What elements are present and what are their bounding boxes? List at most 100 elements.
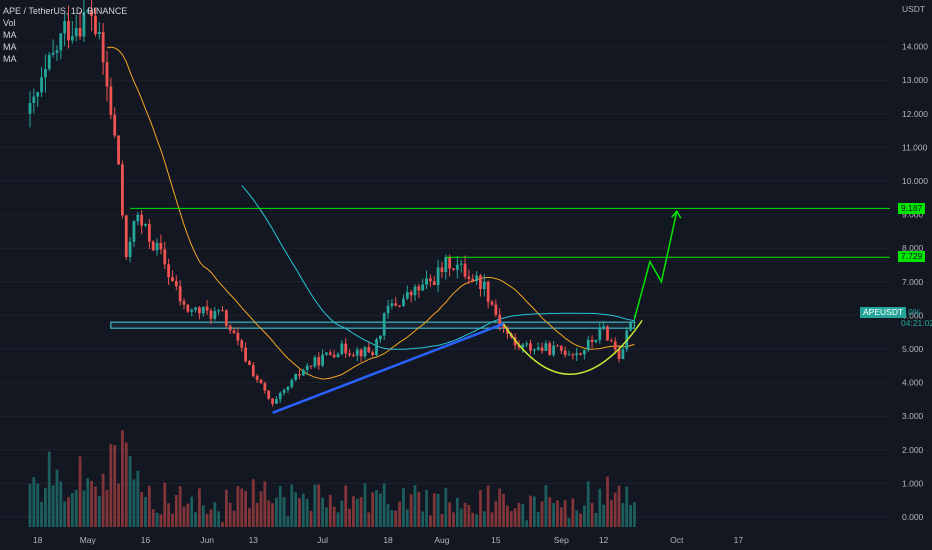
volume-bar bbox=[109, 444, 113, 527]
candle-body bbox=[132, 221, 136, 242]
candle-body bbox=[436, 267, 440, 286]
level-mid-tag: 7.729 bbox=[898, 251, 926, 262]
candle-body bbox=[313, 357, 317, 367]
countdown-tag: 04:21:02 bbox=[901, 318, 932, 328]
volume-bar bbox=[321, 497, 324, 527]
candle-body bbox=[552, 345, 555, 355]
candle-body bbox=[348, 353, 351, 356]
candle-body bbox=[271, 398, 274, 404]
volume-bar bbox=[486, 485, 490, 527]
volume-bar bbox=[425, 489, 428, 527]
candle-body bbox=[301, 369, 305, 376]
symbol-title[interactable]: APE / TetherUS, 1D, BINANCE bbox=[3, 6, 128, 16]
time-tick-label: 15 bbox=[491, 535, 501, 545]
volume-bar bbox=[544, 485, 548, 527]
candle-body bbox=[398, 305, 401, 307]
candle-body bbox=[124, 215, 128, 257]
volume-bar bbox=[606, 476, 609, 527]
volume-bar bbox=[305, 498, 309, 527]
volume-bar bbox=[563, 500, 567, 527]
volume-bar bbox=[444, 487, 448, 527]
volume-bar bbox=[586, 481, 590, 527]
volume-bar bbox=[144, 496, 147, 527]
volume-bar bbox=[371, 492, 375, 527]
candle-body bbox=[525, 343, 529, 345]
volume-bar bbox=[471, 512, 475, 527]
candle-body bbox=[382, 313, 386, 336]
candle-body bbox=[405, 291, 409, 299]
candle-body bbox=[305, 365, 309, 370]
candle-body bbox=[386, 305, 390, 314]
volume-bar bbox=[440, 514, 444, 527]
time-tick-label: 13 bbox=[249, 535, 259, 545]
candle-body bbox=[82, 12, 86, 37]
volume-bar bbox=[198, 488, 201, 527]
candle-body bbox=[232, 330, 236, 333]
time-tick-label: 12 bbox=[599, 535, 609, 545]
time-axis: 18 May 16 Jun 13 Jul 18 Aug 15 Sep 12 Oct 17 bbox=[33, 535, 743, 545]
candle-body bbox=[298, 374, 301, 376]
candle-body bbox=[136, 214, 140, 222]
time-tick-label: 16 bbox=[141, 535, 151, 545]
candle-body bbox=[455, 264, 459, 270]
volume-bar bbox=[278, 486, 282, 527]
candle-body bbox=[198, 307, 201, 314]
indicator-ma-2[interactable]: MA bbox=[3, 42, 17, 52]
candle-body bbox=[328, 352, 332, 355]
candle-body bbox=[309, 365, 313, 367]
volume-bar bbox=[398, 501, 401, 527]
indicator-ma-1[interactable]: MA bbox=[3, 30, 17, 40]
candle-body bbox=[606, 326, 609, 341]
volume-bars bbox=[28, 430, 636, 527]
candle-body bbox=[371, 352, 375, 355]
cup-curve bbox=[502, 320, 643, 375]
volume-bar bbox=[633, 502, 636, 527]
candle-body bbox=[290, 379, 294, 387]
candle-body bbox=[248, 361, 251, 365]
candle-body bbox=[609, 340, 613, 342]
indicator-ma-3[interactable]: MA bbox=[3, 54, 17, 64]
volume-bar bbox=[301, 493, 305, 527]
volume-bar bbox=[609, 500, 613, 527]
volume-bar bbox=[479, 489, 482, 527]
volume-bar bbox=[502, 493, 505, 527]
volume-bar bbox=[40, 501, 43, 527]
volume-bar bbox=[375, 490, 378, 527]
time-tick-label: 18 bbox=[33, 535, 43, 545]
volume-bar bbox=[294, 492, 298, 527]
axis-tick-label: 9.000 bbox=[902, 210, 924, 220]
volume-bar bbox=[506, 505, 509, 527]
volume-bar bbox=[328, 494, 332, 527]
volume-bar bbox=[552, 503, 555, 527]
volume-bar bbox=[159, 514, 163, 527]
volume-bar bbox=[467, 504, 471, 527]
volume-bar bbox=[463, 502, 467, 527]
candle-body bbox=[67, 20, 70, 41]
candle-body bbox=[163, 249, 167, 265]
candle-body bbox=[402, 298, 405, 307]
volume-bar bbox=[267, 500, 271, 527]
candle-body bbox=[105, 62, 109, 87]
candle-body bbox=[629, 322, 632, 331]
candle-body bbox=[201, 306, 205, 314]
candle-body bbox=[517, 345, 521, 348]
volume-bar bbox=[521, 503, 525, 527]
indicator-vol[interactable]: Vol bbox=[3, 18, 16, 28]
volume-bar bbox=[209, 509, 213, 527]
candle-body bbox=[490, 301, 494, 305]
volume-bar bbox=[548, 497, 552, 527]
candle-body bbox=[205, 306, 209, 311]
axis-tick-label: 3.000 bbox=[902, 411, 924, 421]
candle-body bbox=[78, 28, 82, 37]
ma-orange-line bbox=[106, 46, 635, 380]
candle-body bbox=[55, 50, 59, 53]
candle-body bbox=[321, 354, 324, 366]
support-box bbox=[110, 321, 635, 329]
axis-tick-label: 11.000 bbox=[902, 142, 928, 152]
candle-body bbox=[144, 223, 147, 226]
candle-body bbox=[352, 355, 355, 357]
candle-body bbox=[97, 32, 101, 35]
candle-body bbox=[282, 389, 286, 393]
volume-bar bbox=[602, 504, 606, 527]
